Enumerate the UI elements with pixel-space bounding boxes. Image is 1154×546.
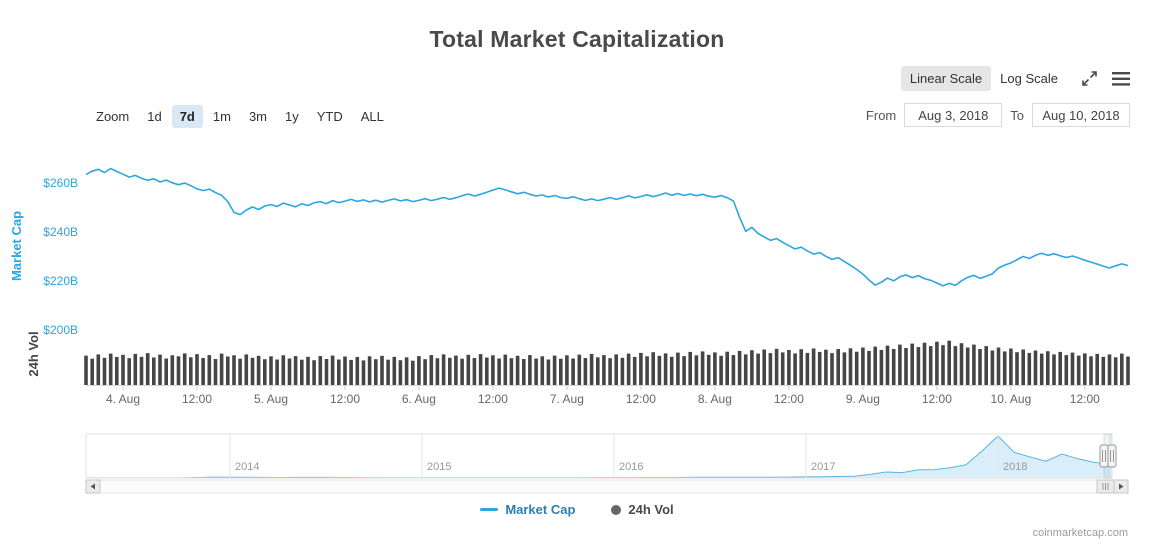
scrollbar-left-arrow-icon — [90, 483, 95, 490]
x-axis-tick-label: 5. Aug — [254, 392, 288, 406]
x-axis-tick-label: 4. Aug — [106, 392, 140, 406]
date-range-controls: From To — [866, 103, 1130, 127]
zoom-button-1m[interactable]: 1m — [205, 105, 239, 128]
navigator-scrollbar[interactable] — [85, 479, 1129, 494]
zoom-buttons: 1d 7d 1m 3m 1y YTD ALL — [139, 104, 394, 128]
from-date-input[interactable] — [904, 103, 1003, 127]
market-cap-axis-title: Market Cap — [9, 211, 24, 281]
volume-axis-title: 24h Vol — [26, 331, 41, 376]
zoom-button-ytd[interactable]: YTD — [309, 105, 351, 128]
legend-item-24h-vol[interactable]: 24h Vol — [611, 502, 674, 517]
chart-context-menu-icon[interactable] — [1112, 71, 1130, 86]
zoom-controls: Zoom 1d 7d 1m 3m 1y YTD ALL — [96, 103, 394, 129]
zoom-button-1y[interactable]: 1y — [277, 105, 307, 128]
page-title: Total Market Capitalization — [429, 26, 725, 52]
x-axis-tick-label: 12:00 — [330, 392, 360, 406]
x-axis-tick-label: 12:00 — [182, 392, 212, 406]
from-label: From — [865, 107, 897, 123]
navigator-handles[interactable] — [1099, 433, 1117, 479]
x-axis-tick-label: 12:00 — [774, 392, 804, 406]
linear-scale-button[interactable]: Linear Scale — [900, 66, 992, 91]
navigator-year-label: 2016 — [619, 461, 643, 473]
fullscreen-icon[interactable] — [1081, 70, 1098, 87]
scrollbar-right-arrow-icon — [1119, 483, 1124, 490]
x-axis-tick-label: 8. Aug — [698, 392, 732, 406]
x-axis-tick-label: 12:00 — [478, 392, 508, 406]
navigator-year-label: 2014 — [235, 461, 259, 473]
y-axis-tick-label: $220B — [43, 274, 78, 288]
y-axis-tick-label: $240B — [43, 225, 78, 239]
volume-bars[interactable] — [84, 340, 1130, 385]
market-cap-line[interactable] — [85, 167, 1129, 287]
navigator-area — [86, 436, 1110, 478]
zoom-button-7d[interactable]: 7d — [171, 104, 203, 128]
legend-item-market-cap[interactable]: Market Cap — [480, 502, 575, 517]
market-cap-line-marker — [480, 508, 499, 511]
volume-dot-marker — [611, 504, 622, 515]
legend-label-24h-vol: 24h Vol — [628, 502, 674, 517]
y-axis-tick-label: $200B — [43, 323, 78, 337]
scale-controls: Linear Scale Log Scale — [900, 66, 1130, 91]
log-scale-button[interactable]: Log Scale — [991, 66, 1067, 91]
zoom-button-3m[interactable]: 3m — [241, 105, 275, 128]
x-axis-tick-label: 7. Aug — [550, 392, 584, 406]
watermark: coinmarketcap.com — [1032, 527, 1128, 539]
x-axis-tick-label: 12:00 — [922, 392, 952, 406]
y-axis-tick-label: $260B — [43, 176, 78, 190]
zoom-button-all[interactable]: ALL — [353, 105, 392, 128]
market-cap-chart[interactable]: $260B $240B $220B $200B Market Cap 24h Vol 4. … — [0, 150, 1154, 546]
zoom-button-1d[interactable]: 1d — [139, 105, 169, 128]
x-axis-tick-label: 6. Aug — [402, 392, 436, 406]
navigator-year-label: 2015 — [427, 461, 451, 473]
chart-legend: Market Cap 24h Vol — [0, 502, 1154, 517]
x-axis-tick-label: 10. Aug — [991, 392, 1032, 406]
x-axis-tick-label: 9. Aug — [846, 392, 880, 406]
x-axis-tick-label: 12:00 — [1070, 392, 1100, 406]
navigator-year-label: 2018 — [1003, 461, 1027, 473]
zoom-label: Zoom — [96, 108, 130, 124]
x-axis-tick-label: 12:00 — [626, 392, 656, 406]
legend-label-market-cap: Market Cap — [505, 502, 576, 517]
to-label: To — [1010, 107, 1024, 123]
navigator-year-label: 2017 — [811, 461, 835, 473]
to-date-input[interactable] — [1032, 103, 1130, 127]
